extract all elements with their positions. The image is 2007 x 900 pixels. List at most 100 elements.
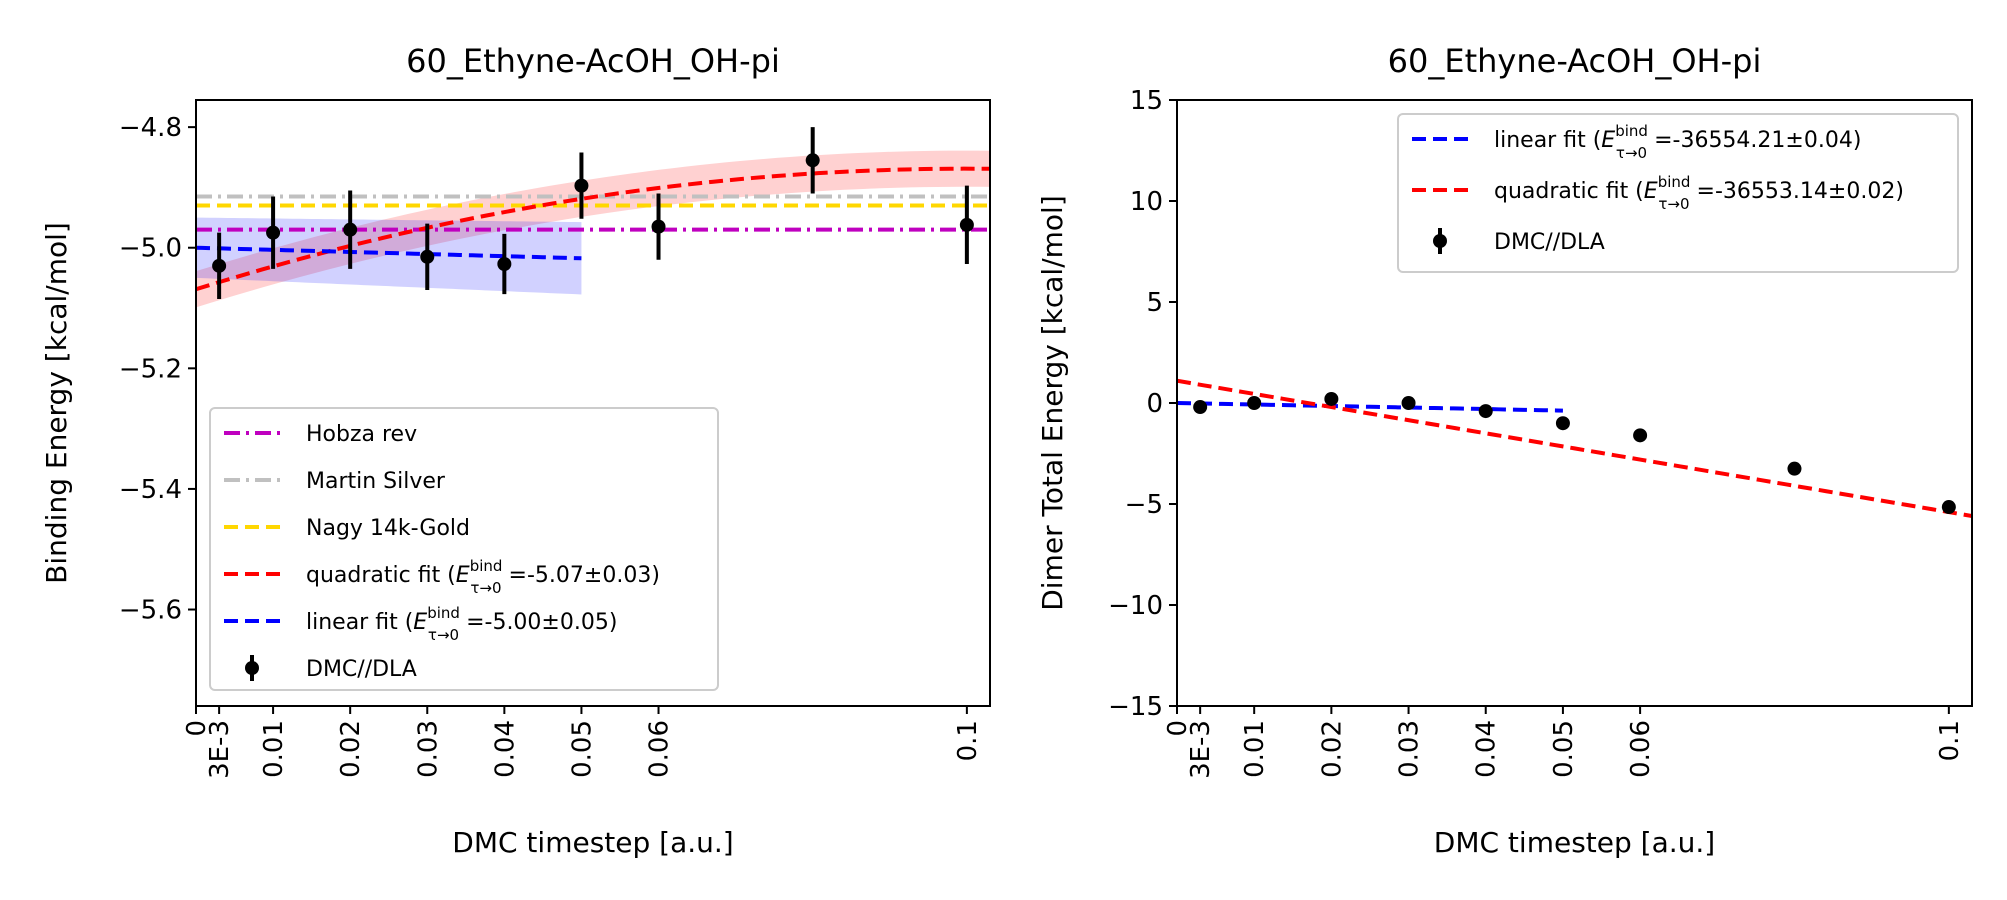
legend-swatch-marker — [245, 661, 259, 675]
x-tick-label: 0.04 — [1472, 720, 1502, 778]
plot-area — [196, 127, 990, 308]
legend-label: quadratic fit (Ebind τ→0 =-5.07±0.03) — [306, 557, 660, 597]
data-point — [651, 219, 666, 234]
linear-fit-line — [196, 245, 582, 261]
axes-frame — [195, 99, 991, 707]
data-point — [1941, 500, 1956, 515]
data-point — [266, 225, 281, 240]
legend-label: Martin Silver — [306, 469, 446, 494]
x-tick-label: 0.03 — [413, 720, 443, 778]
legend-frame — [209, 407, 719, 691]
x-tick-label: 0.02 — [336, 720, 366, 778]
legend: linear fit (Ebind τ→0 =-36554.21±0.04)qua… — [1397, 113, 1959, 273]
legend-swatch-marker — [1433, 234, 1447, 248]
quadratic-fit-band — [196, 150, 990, 308]
legend-label-superscript: bind — [1615, 122, 1648, 140]
legend-frame — [1397, 113, 1959, 273]
data-point — [959, 217, 974, 232]
data-point — [343, 222, 358, 237]
y-tick-label: −4.8 — [119, 113, 182, 143]
plot-area — [1177, 378, 1972, 518]
x-tick-label: 0.04 — [490, 720, 520, 778]
y-tick-label: −15 — [1108, 692, 1163, 722]
y-tick-label: −10 — [1108, 591, 1163, 621]
legend-label: DMC//DLA — [306, 657, 417, 682]
legend-label-subscript: τ→0 — [1616, 144, 1647, 162]
legend-label: linear fit (Ebind τ→0 =-5.00±0.05) — [306, 604, 617, 644]
quadratic-fit-line — [1177, 378, 1972, 518]
data-point — [420, 249, 435, 264]
x-tick-label: 0 — [1163, 720, 1193, 737]
data-point — [1247, 396, 1262, 410]
legend-label-symbol: E — [1601, 128, 1615, 153]
x-tick-label: 0.06 — [645, 720, 675, 778]
legend-label: Nagy 14k-Gold — [306, 516, 470, 541]
legend-label-value: =-36554.21±0.04) — [1647, 128, 1861, 153]
y-axis-label: Dimer Total Energy [kcal/mol] — [1036, 195, 1069, 611]
legend-label: DMC//DLA — [1494, 230, 1605, 255]
y-tick-label: 5 — [1146, 288, 1163, 318]
y-tick-label: −5.6 — [119, 596, 182, 626]
x-tick-label: 3E-3 — [1186, 720, 1216, 779]
data-point — [1401, 396, 1416, 410]
y-tick-label: −5 — [1125, 490, 1163, 520]
data-point — [1324, 391, 1339, 406]
legend-label-symbol: E — [413, 610, 427, 635]
y-axis-label: Binding Energy [kcal/mol] — [40, 222, 73, 584]
data-point — [1478, 404, 1493, 419]
legend-label: Hobza rev — [306, 422, 417, 447]
legend-label-value: =-5.07±0.03) — [502, 563, 660, 588]
legend-label-symbol: E — [1644, 179, 1658, 204]
x-tick-label: 0.05 — [567, 720, 597, 778]
x-tick-label: 0.01 — [1240, 720, 1270, 778]
data-point — [212, 258, 227, 273]
x-tick-label: 0.1 — [953, 720, 983, 761]
y-tick-label: −5.2 — [119, 354, 182, 384]
x-tick-label: 0.05 — [1549, 720, 1579, 778]
y-tick-label: 0 — [1146, 389, 1163, 419]
x-tick-label: 0.1 — [1935, 720, 1965, 761]
chart-binding-energy: −5.6 −5.4 −5.2 −5.0 −4.8 03E-3 0.01 0.02 0.03 0.0… — [40, 42, 991, 859]
data-point — [1787, 461, 1802, 476]
legend-label-superscript: bind — [470, 557, 503, 575]
legend-label-superscript: bind — [1658, 173, 1691, 191]
legend-label-prefix: linear fit ( — [1494, 128, 1601, 153]
legend-label-subscript: τ→0 — [470, 579, 501, 597]
y-tick-label: 10 — [1130, 187, 1163, 217]
chart-title: 60_Ethyne-AcOH_OH-pi — [1388, 42, 1762, 80]
legend-label-subscript: τ→0 — [428, 626, 459, 644]
data-point — [497, 257, 512, 272]
x-tick-label: 0.01 — [259, 720, 289, 778]
x-axis-label: DMC timestep [a.u.] — [452, 826, 733, 859]
legend-label-prefix: linear fit ( — [306, 610, 413, 635]
x-tick-label: 0.03 — [1395, 720, 1425, 778]
legend: Hobza rev Martin Silver Nagy 14k-Gold quadr… — [209, 407, 719, 691]
y-tick-label: −5.0 — [119, 234, 182, 264]
data-point — [1193, 400, 1208, 415]
legend-label-superscript: bind — [427, 604, 460, 622]
legend-label-value: =-36553.14±0.02) — [1690, 179, 1904, 204]
legend-label-prefix: quadratic fit ( — [1494, 179, 1644, 204]
x-axis-label: DMC timestep [a.u.] — [1434, 826, 1715, 859]
data-point — [1555, 416, 1570, 431]
legend-label-value: =-5.00±0.05) — [459, 610, 617, 635]
x-tick-label: 0.02 — [1317, 720, 1347, 778]
legend-label-subscript: τ→0 — [1658, 195, 1689, 213]
x-tick-label: 3E-3 — [205, 720, 235, 779]
legend-label: linear fit (Ebind τ→0 =-36554.21±0.04) — [1494, 122, 1861, 162]
data-point — [1633, 428, 1648, 443]
chart-title: 60_Ethyne-AcOH_OH-pi — [406, 42, 780, 80]
linear-fit-band — [196, 217, 582, 295]
data-point — [574, 178, 589, 193]
legend-label: quadratic fit (Ebind τ→0 =-36553.14±0.02) — [1494, 173, 1904, 213]
legend-label-symbol: E — [456, 563, 470, 588]
y-tick-label: 15 — [1130, 86, 1163, 116]
linear-fit-line — [1177, 401, 1563, 413]
data-point — [805, 153, 820, 168]
x-tick-label: 0.06 — [1626, 720, 1656, 778]
y-tick-label: −5.4 — [119, 475, 182, 505]
legend-label-prefix: quadratic fit ( — [306, 563, 456, 588]
x-tick-label: 0 — [182, 720, 212, 737]
